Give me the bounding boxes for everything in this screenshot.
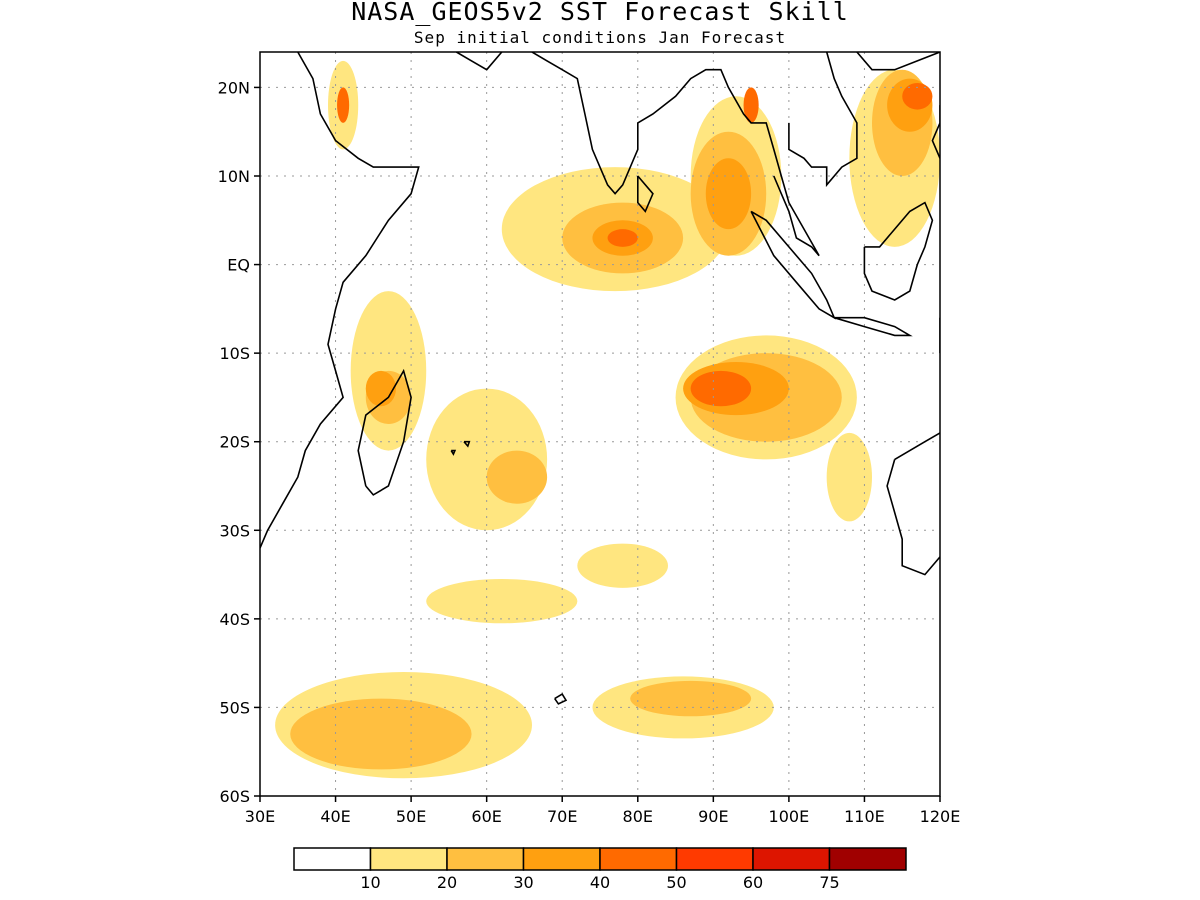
colorbar-label: 20 <box>437 873 457 892</box>
coastlines <box>260 52 940 705</box>
coastline <box>856 52 940 71</box>
lon-tick-label: 50E <box>396 807 426 826</box>
chart-subtitle: Sep initial conditions Jan Forecast <box>413 28 787 47</box>
coastline <box>450 449 457 456</box>
lat-tick-label: 40S <box>219 610 250 629</box>
coastline <box>894 432 940 461</box>
colorbar-label: 75 <box>819 873 839 892</box>
colorbar-swatch <box>675 847 754 871</box>
colorbar-label: 50 <box>666 873 686 892</box>
colorbar-label: 40 <box>590 873 610 892</box>
skill-region <box>705 158 752 230</box>
skill-region <box>690 370 752 407</box>
skill-region <box>743 87 759 123</box>
lat-tick-label: EQ <box>227 256 250 275</box>
skill-region <box>486 450 548 504</box>
coastline <box>788 52 858 188</box>
coastline <box>833 316 913 337</box>
skill-region <box>607 229 638 247</box>
skill-region <box>577 543 669 588</box>
skill-fill-layer <box>275 60 940 779</box>
colorbar-swatch <box>752 847 831 871</box>
coastline <box>931 105 940 159</box>
lon-tick-label: 40E <box>320 807 350 826</box>
lon-tick-label: 90E <box>698 807 728 826</box>
lat-tick-label: 20S <box>219 433 250 452</box>
chart-title: NASA_GEOS5v2 SST Forecast Skill <box>351 0 849 26</box>
coastline <box>531 52 820 257</box>
lat-tick-label: 10S <box>219 344 250 363</box>
colorbar-label: 30 <box>513 873 533 892</box>
coastline <box>463 440 471 448</box>
coastline <box>455 52 503 71</box>
colorbar-swatch <box>446 847 525 871</box>
lat-tick-label: 20N <box>218 78 250 97</box>
coastline <box>750 210 836 320</box>
lat-tick-label: 30S <box>219 521 250 540</box>
gridlines <box>260 52 940 796</box>
lon-tick-labels: 30E 40E 50E 60E 70E 80E 90E 100E 110E 120E <box>245 796 961 826</box>
skill-region <box>365 370 396 407</box>
skill-region <box>337 87 350 123</box>
skill-region <box>826 432 872 522</box>
lon-tick-label: 30E <box>245 807 275 826</box>
map-frame <box>259 51 941 797</box>
colorbar-label: 10 <box>360 873 380 892</box>
coastline <box>636 175 654 213</box>
colorbar-swatch <box>293 847 372 871</box>
coastline <box>554 693 568 705</box>
colorbar: 10 20 30 40 50 60 75 <box>293 847 907 892</box>
lat-tick-label: 10N <box>218 167 250 186</box>
colorbar-swatch <box>828 847 907 871</box>
coastline <box>260 52 420 549</box>
coastline <box>357 368 412 496</box>
lat-tick-labels: 20N 10N EQ 10S 20S 30S 40S 50S 60S <box>218 78 260 806</box>
lon-tick-label: 120E <box>920 807 961 826</box>
lon-tick-label: 80E <box>623 807 653 826</box>
colorbar-swatch <box>599 847 678 871</box>
skill-region <box>350 291 427 451</box>
lon-tick-label: 100E <box>769 807 810 826</box>
lat-tick-label: 60S <box>219 787 250 806</box>
skill-region <box>290 698 472 770</box>
lon-tick-label: 70E <box>547 807 577 826</box>
colorbar-swatch <box>522 847 601 871</box>
coastline <box>886 459 940 576</box>
lon-tick-label: 60E <box>471 807 501 826</box>
skill-region <box>426 579 578 624</box>
coastline <box>863 201 934 301</box>
lon-tick-label: 110E <box>844 807 885 826</box>
skill-region <box>902 83 933 110</box>
colorbar-swatch <box>369 847 448 871</box>
lat-tick-label: 50S <box>219 698 250 717</box>
skill-region <box>630 680 752 717</box>
colorbar-label: 60 <box>743 873 763 892</box>
